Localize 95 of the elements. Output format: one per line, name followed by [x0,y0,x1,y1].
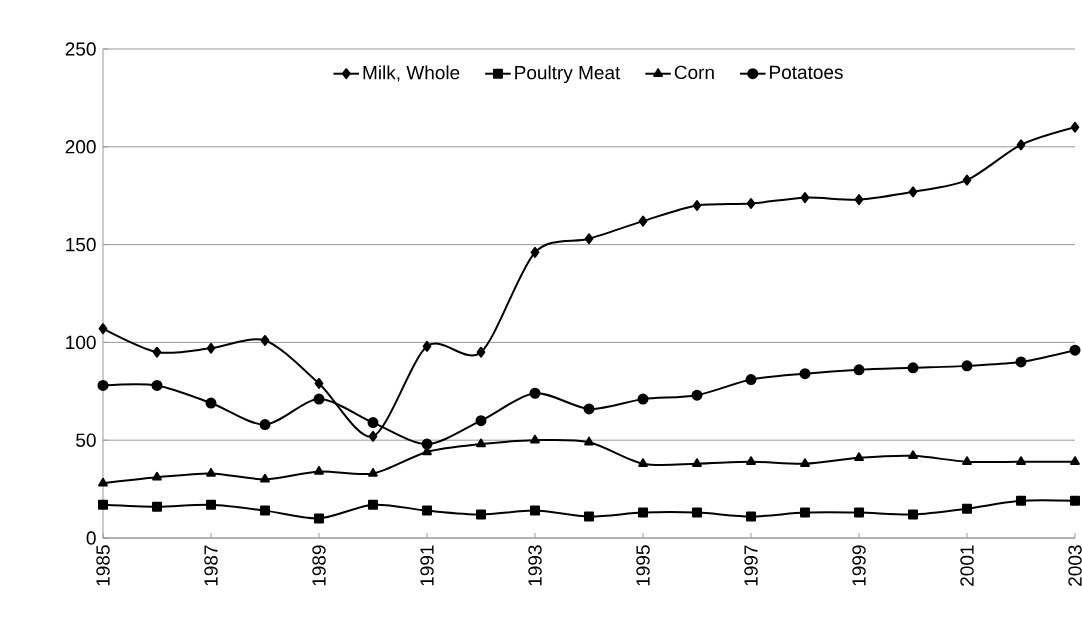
x-tick-label: 1991 [420,545,434,586]
point [691,389,703,401]
point [98,323,108,335]
point [1015,356,1027,368]
point [422,340,432,352]
point [692,199,702,211]
point [800,458,810,467]
point [314,377,324,389]
x-tick-label: 2003 [1068,545,1082,586]
point [152,501,162,512]
point [962,456,972,465]
point [853,364,865,376]
x-tick-label: 1993 [528,545,542,586]
point [422,505,432,516]
x-tick-label: 1985 [96,545,110,586]
point [908,509,919,520]
y-tick-label: 50 [76,433,96,447]
point [799,368,811,380]
point [692,458,702,467]
point [1016,139,1026,151]
legend-label: Milk, Whole [363,65,460,82]
point [530,505,540,516]
point [1069,344,1081,356]
point [313,393,325,405]
legend-label: Potatoes [770,65,843,80]
point [475,415,487,427]
x-tick-label: 1999 [852,545,866,586]
point [692,507,703,518]
point [206,467,216,477]
point [746,511,757,522]
point [421,438,433,450]
point [152,471,162,481]
x-tick-label: 1997 [744,545,758,586]
point [908,186,918,198]
point [97,379,109,391]
point [800,507,811,518]
point [584,233,594,245]
point [367,417,379,429]
legend-label: Poultry Meat [515,65,621,84]
point [638,215,648,227]
point [260,505,270,516]
point [907,362,919,374]
point [476,346,486,358]
y-tick-label: 0 [86,531,96,545]
point [368,430,378,442]
point [1070,495,1081,506]
point [583,403,595,415]
point [260,473,270,483]
point [908,450,918,460]
point [1016,495,1027,506]
point [1070,121,1080,133]
point [1070,456,1080,465]
point [368,499,378,510]
y-tick-label: 150 [66,237,96,252]
point [529,387,541,399]
point [746,198,756,210]
point [530,246,540,258]
x-tick-label: 1989 [312,545,326,586]
point [259,419,271,431]
point [637,393,649,405]
point [476,438,486,448]
y-tick-label: 100 [66,335,96,350]
point [314,466,324,475]
point [854,507,865,518]
point [746,456,756,465]
x-tick-label: 1995 [636,545,650,586]
point [638,458,648,467]
point [476,509,486,520]
point [962,503,973,514]
point [151,379,163,391]
point [745,374,757,386]
y-tick-label: 250 [65,42,96,56]
point [638,507,649,518]
point [206,342,216,354]
point [1016,456,1026,465]
point [962,174,972,186]
point [152,346,162,358]
point [800,192,810,204]
point [854,452,864,462]
point [98,477,108,487]
point [584,436,594,446]
legend-label: Corn [674,65,714,80]
point [368,467,378,477]
x-tick-label: 2001 [960,545,974,586]
point [260,334,270,346]
point [530,434,540,444]
x-tick-label: 1987 [204,545,218,586]
point [206,499,216,510]
point [584,511,595,522]
point [205,397,217,409]
point [98,499,108,510]
point [961,360,973,372]
y-tick-label: 200 [65,140,96,154]
point [314,513,324,524]
point [854,194,864,206]
